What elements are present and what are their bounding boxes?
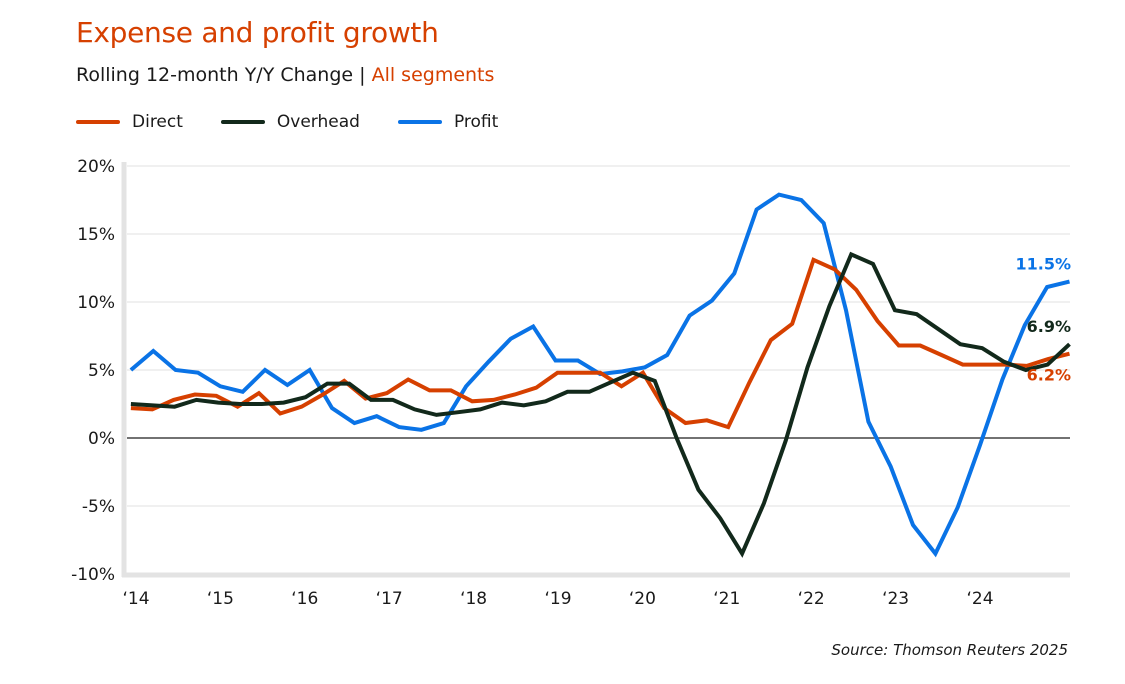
x-tick-label: ‘24 xyxy=(966,589,993,609)
series-lines xyxy=(129,192,1071,558)
y-tick-label: 0% xyxy=(88,429,115,449)
legend-label-profit: Profit xyxy=(453,112,499,132)
legend-item-overhead[interactable]: Overhead xyxy=(220,112,360,132)
end-label-profit: 11.5% xyxy=(1015,255,1071,274)
x-tick-label: ‘21 xyxy=(713,589,740,609)
x-tick-label: ‘14 xyxy=(122,589,149,609)
x-tick-label: ‘16 xyxy=(291,589,318,609)
subtitle-main: Rolling 12-month Y/Y Change | xyxy=(76,64,372,86)
x-tick-label: ‘20 xyxy=(629,589,656,609)
gridlines xyxy=(127,165,1070,507)
x-tick-label: ‘15 xyxy=(207,589,234,609)
y-tick-label: 20% xyxy=(77,157,115,177)
y-tick-label: -5% xyxy=(82,497,115,517)
y-tick-label: 10% xyxy=(77,293,115,313)
x-tick-label: ‘18 xyxy=(460,589,487,609)
x-tick-label: ‘23 xyxy=(882,589,909,609)
legend-label-direct: Direct xyxy=(132,112,183,132)
x-tick-label: ‘19 xyxy=(544,589,571,609)
legend-item-profit[interactable]: Profit xyxy=(397,112,499,132)
legend-swatch-profit xyxy=(397,120,442,124)
legend-label-overhead: Overhead xyxy=(276,112,360,132)
y-tick-label: 5% xyxy=(88,361,115,381)
series-line-direct xyxy=(130,257,1070,430)
chart-title: Expense and profit growth xyxy=(76,16,439,49)
y-tick-label: 15% xyxy=(77,225,115,245)
end-label-overhead: 6.9% xyxy=(1027,317,1071,336)
source-note: Source: Thomson Reuters 2025 xyxy=(831,641,1068,659)
y-tick-label: -10% xyxy=(71,565,115,585)
axes: 20% 15% 10% 5% 0% -5% -10% ‘14 ‘15 ‘16 ‘17 ‘18 ‘19 ‘2… xyxy=(71,157,1070,609)
legend-item-direct[interactable]: Direct xyxy=(76,112,183,132)
legend-swatch-overhead xyxy=(220,120,265,124)
end-labels: 6.2% 6.9% 11.5% xyxy=(1015,255,1071,385)
chart-subtitle: Rolling 12-month Y/Y Change | All segmen… xyxy=(76,64,494,86)
x-tick-label: ‘17 xyxy=(376,589,403,609)
end-label-direct: 6.2% xyxy=(1027,366,1071,385)
x-tick-label: ‘22 xyxy=(798,589,825,609)
legend-swatch-direct xyxy=(76,120,120,124)
subtitle-segment[interactable]: All segments xyxy=(371,64,495,86)
chart-legend: Direct Overhead Profit xyxy=(76,112,536,132)
series-line-overhead xyxy=(130,251,1071,558)
